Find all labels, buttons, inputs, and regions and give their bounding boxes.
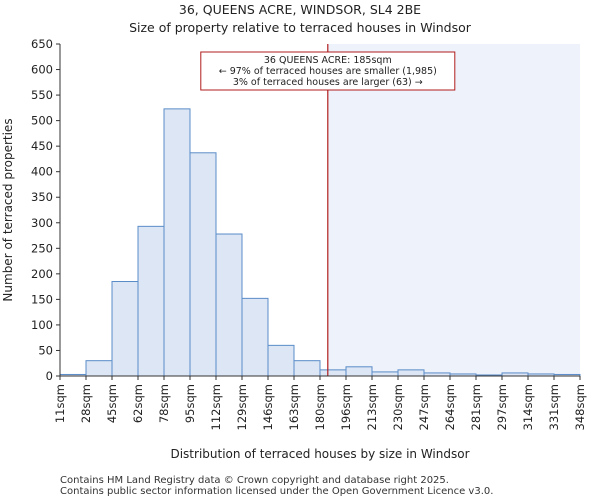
x-tick-label-3: 62sqm — [131, 384, 145, 423]
bar-4 — [163, 108, 191, 377]
y-tick-label-0: 0 — [46, 369, 53, 383]
y-tick-label-650: 650 — [31, 37, 53, 51]
bars-layer — [59, 108, 581, 377]
bar-9 — [293, 360, 321, 377]
bar-13 — [397, 369, 425, 377]
y-tick-label-500: 500 — [31, 114, 53, 128]
x-tick-label-18: 314sqm — [521, 384, 535, 430]
x-tick-label-4: 78sqm — [157, 384, 171, 423]
x-tick-label-2: 45sqm — [105, 384, 119, 423]
y-tick-label-600: 600 — [31, 63, 53, 77]
x-axis-label: Distribution of terraced houses by size … — [170, 447, 469, 461]
bar-11 — [345, 366, 373, 377]
bar-5 — [189, 152, 217, 377]
y-tick-label-400: 400 — [31, 165, 53, 179]
highlight-region-layer — [327, 44, 580, 376]
y-axis-label: Number of terraced properties — [1, 118, 15, 301]
y-tick-label-250: 250 — [31, 241, 53, 255]
x-tick-label-15: 264sqm — [443, 384, 457, 430]
chart-title: 36, QUEENS ACRE, WINDSOR, SL4 2BE — [179, 2, 421, 17]
x-tick-label-10: 180sqm — [313, 384, 327, 430]
x-ticks-layer: 11sqm 28sqm 45sqm 62sqm 78sqm 95sqm 112sqm 129s… — [53, 376, 587, 430]
x-tick-label-11: 196sqm — [339, 384, 353, 430]
annotation-line-1: 36 QUEENS ACRE: 185sqm — [264, 55, 392, 66]
x-tick-label-0: 11sqm — [53, 384, 67, 423]
y-tick-label-550: 550 — [31, 88, 53, 102]
x-tick-label-12: 213sqm — [365, 384, 379, 430]
bar-12 — [371, 371, 399, 377]
x-tick-label-16: 281sqm — [469, 384, 483, 430]
annotation-line-3: 3% of terraced houses are larger (63) → — [233, 77, 423, 88]
x-tick-label-6: 112sqm — [209, 384, 223, 430]
x-tick-label-19: 331sqm — [547, 384, 561, 430]
annotation-box-border — [200, 51, 456, 91]
bar-7 — [241, 297, 269, 377]
y-tick-label-350: 350 — [31, 190, 53, 204]
y-tick-label-150: 150 — [31, 292, 53, 306]
bar-6 — [215, 233, 243, 377]
y-ticks-layer: 0 50 100 150 200 250 300 350 400 450 500 550 600 650 — [31, 37, 60, 383]
y-tick-label-100: 100 — [31, 318, 53, 332]
annotation-box: 36 QUEENS ACRE: 185sqm ← 97% of terraced… — [200, 51, 456, 91]
x-tick-label-8: 146sqm — [261, 384, 275, 430]
x-tick-label-17: 297sqm — [495, 384, 509, 430]
x-tick-label-20: 348sqm — [573, 384, 587, 430]
bar-1 — [85, 360, 113, 377]
x-tick-label-7: 129sqm — [235, 384, 249, 430]
x-tick-label-14: 247sqm — [417, 384, 431, 430]
footer-line-2: Contains public sector information licen… — [60, 486, 493, 497]
x-tick-label-9: 163sqm — [287, 384, 301, 430]
y-tick-label-450: 450 — [31, 139, 53, 153]
bar-8 — [267, 344, 295, 377]
x-tick-label-5: 95sqm — [183, 384, 197, 423]
bar-10 — [319, 369, 347, 377]
highlight-region — [327, 44, 580, 376]
x-tick-label-1: 28sqm — [79, 384, 93, 423]
footer-line-1: Contains HM Land Registry data © Crown c… — [60, 475, 449, 486]
y-tick-label-50: 50 — [38, 343, 53, 357]
bar-2 — [111, 281, 139, 377]
bar-3 — [137, 225, 165, 377]
chart-subtitle: Size of property relative to terraced ho… — [129, 20, 472, 35]
annotation-line-2: ← 97% of terraced houses are smaller (1,… — [219, 66, 437, 77]
y-tick-label-300: 300 — [31, 216, 53, 230]
y-tick-label-200: 200 — [31, 267, 53, 281]
x-tick-label-13: 230sqm — [391, 384, 405, 430]
